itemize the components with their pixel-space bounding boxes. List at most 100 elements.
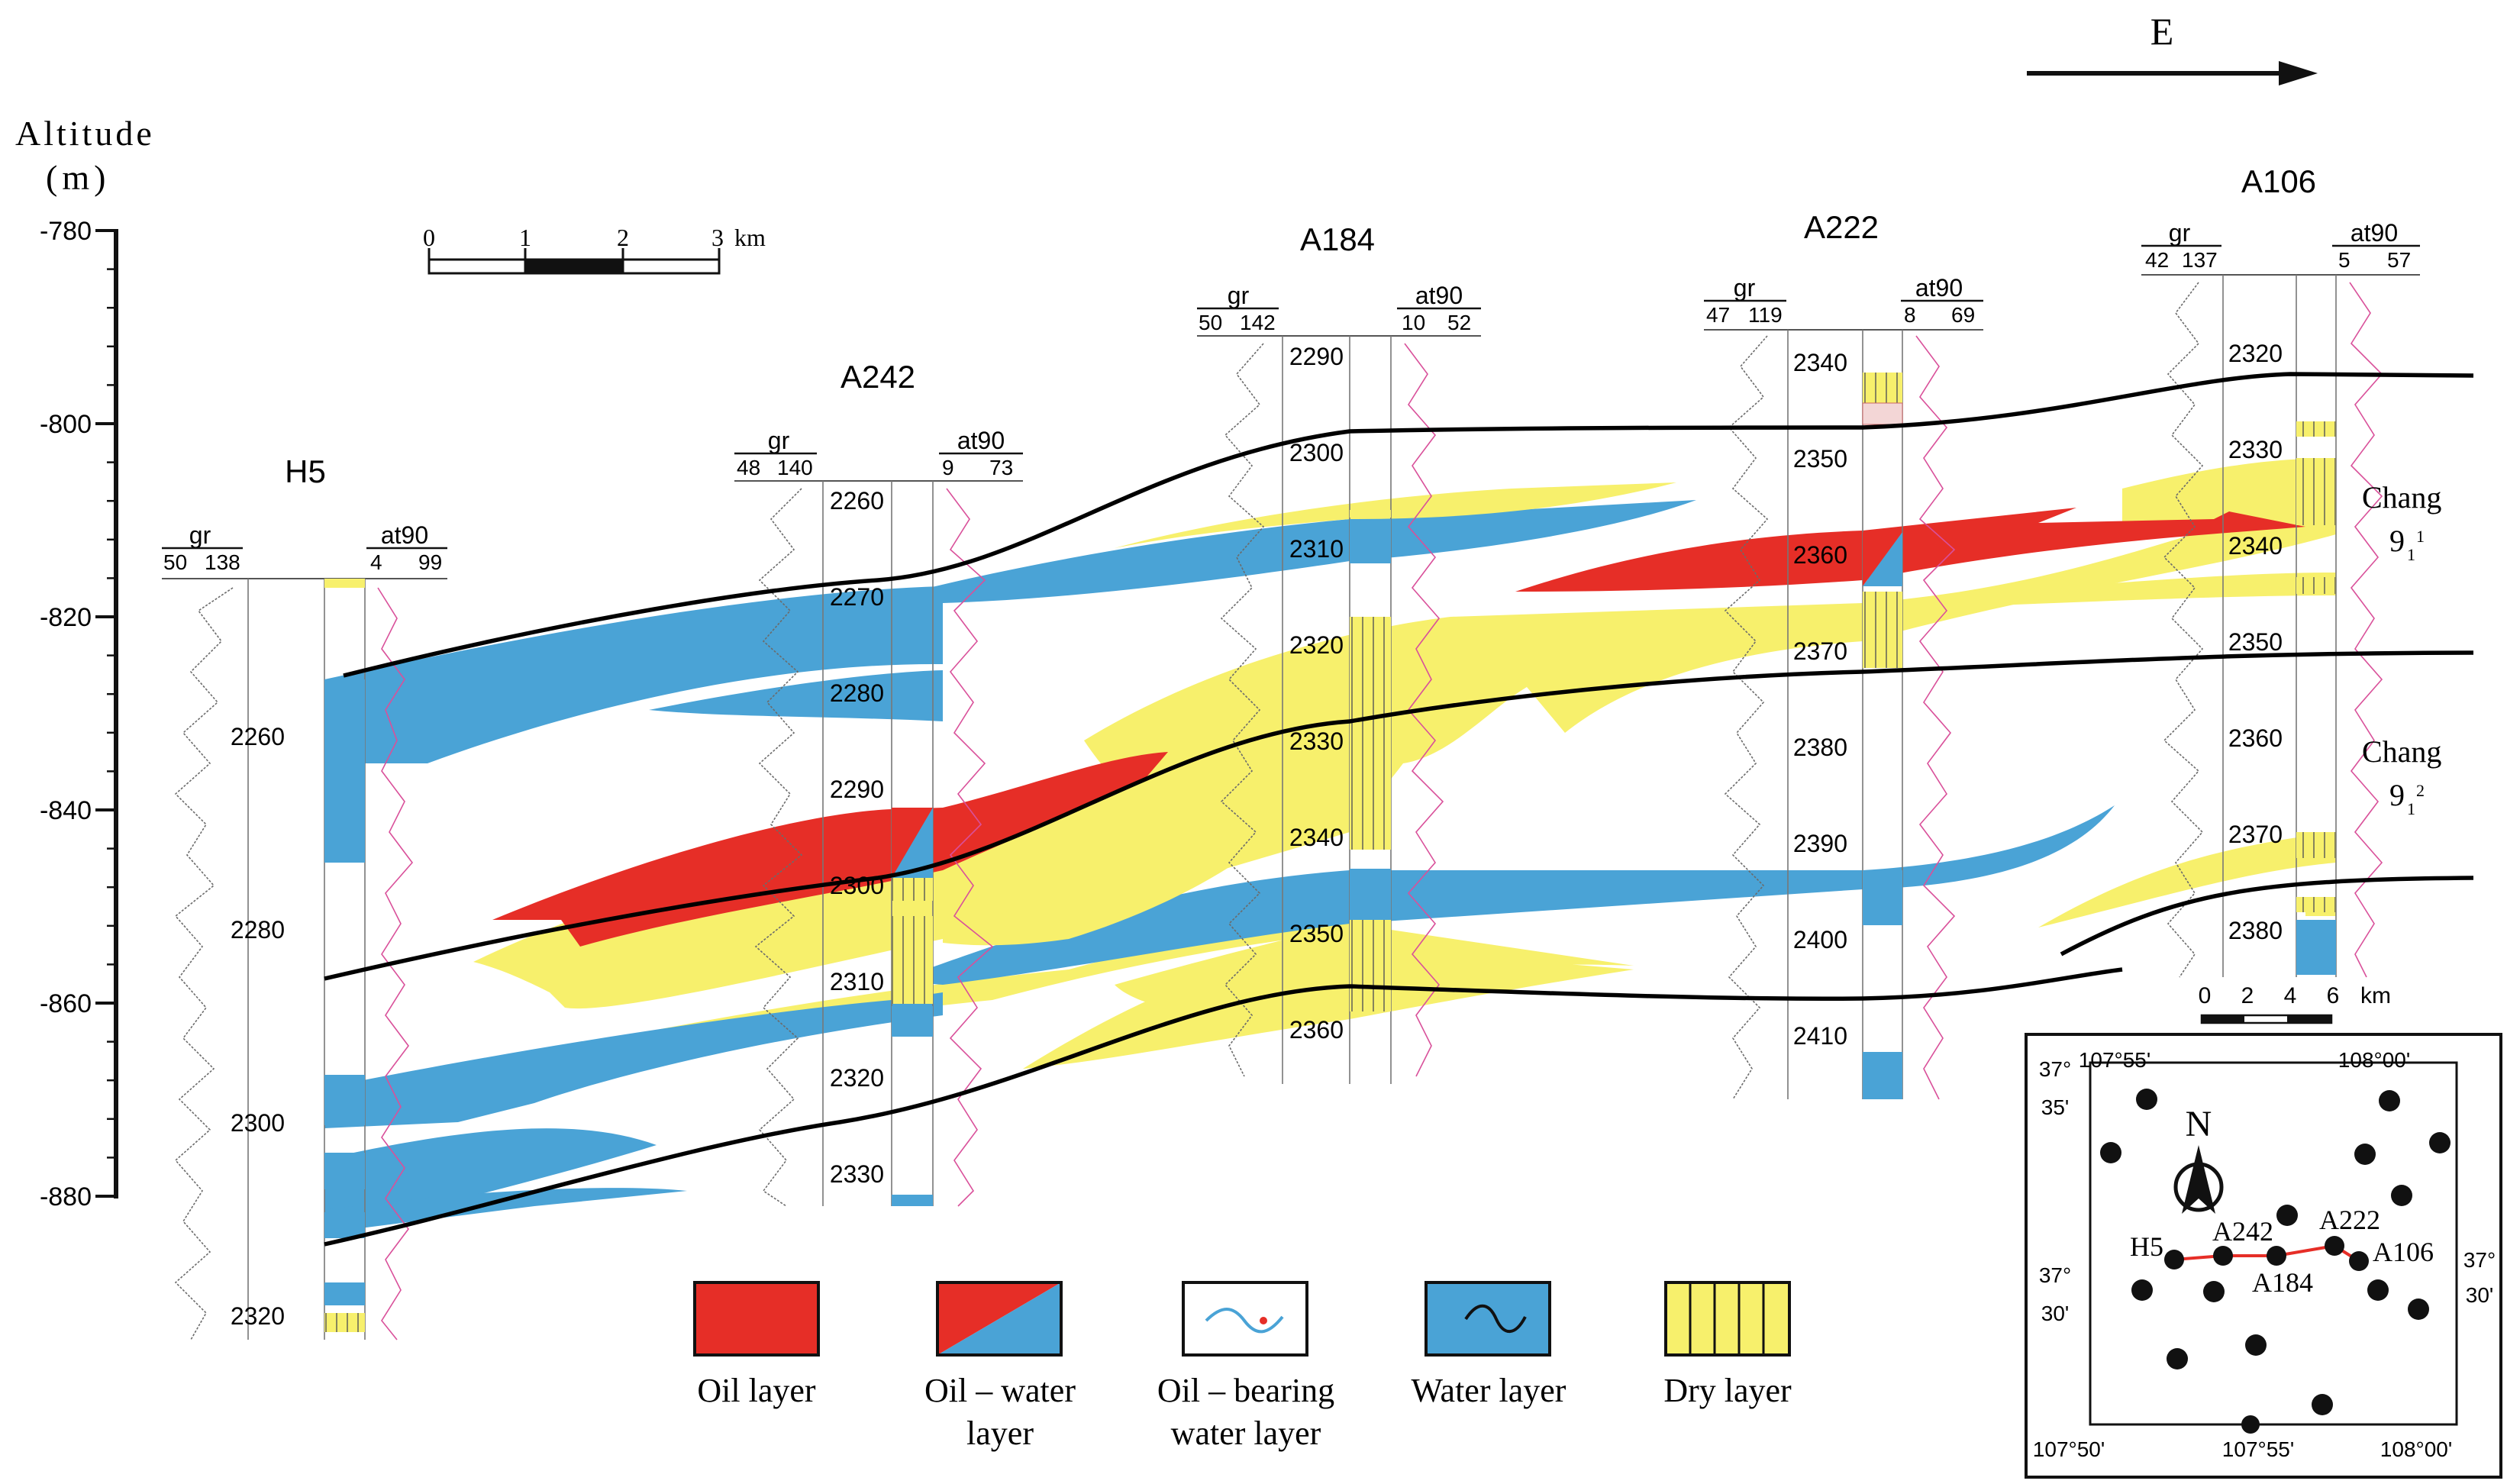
y-tick-label: -880 <box>40 1182 92 1211</box>
zone-number: 9 <box>2389 778 2405 812</box>
y-tick-label: -780 <box>40 217 92 246</box>
well-a106: A106 gr 42 137 at90 5 57 2320 2330 2340 … <box>2141 163 2420 978</box>
well-dot-icon <box>2391 1185 2412 1206</box>
wave-icon <box>1205 1308 1284 1334</box>
legend-label: Dry layer <box>1663 1372 1792 1409</box>
inset-map: 0 2 4 6 km 107°55' 108°00' 37° 35' 37° 3… <box>2025 983 2502 1479</box>
inset-lon-bottom: 107°55' <box>2222 1437 2294 1461</box>
well-dot-icon <box>2267 1246 2286 1266</box>
well-a184: A184 gr 50 142 at90 10 52 2290 2300 2310… <box>1197 221 1481 1084</box>
depth-label: 2280 <box>231 916 285 944</box>
depth-label: 2410 <box>1793 1022 1847 1050</box>
inset-well-label: A222 <box>2319 1205 2380 1235</box>
depth-label: 2300 <box>830 872 884 899</box>
depth-label: 2380 <box>2228 917 2283 944</box>
well-dot-icon <box>2241 1415 2260 1434</box>
at-max: 57 <box>2387 248 2411 272</box>
at-max: 69 <box>1951 303 1975 327</box>
water-layer-body <box>893 805 2115 985</box>
well-name: A184 <box>1300 221 1375 257</box>
y-axis-unit: (m) <box>46 158 110 197</box>
dry-layer-body <box>2122 458 2336 527</box>
wave-icon <box>1464 1304 1527 1334</box>
depth-label: 2370 <box>1793 637 1847 665</box>
well-dot-icon <box>2164 1250 2184 1269</box>
inset-scale-tick: 0 <box>2199 983 2212 1008</box>
inset-well-label: A184 <box>2252 1267 2313 1298</box>
y-axis-title: Altitude <box>15 114 155 153</box>
legend-label: Oil – bearing <box>1157 1372 1334 1409</box>
depth-label: 2360 <box>1793 541 1847 569</box>
depth-label: 2350 <box>1793 445 1847 473</box>
depth-label: 2280 <box>830 679 884 707</box>
dot-icon <box>1260 1317 1267 1324</box>
well-name: A106 <box>2241 163 2316 199</box>
water-layer-body <box>649 670 943 721</box>
zone-superscript: 2 <box>2416 781 2425 800</box>
well-dot-icon <box>2429 1132 2451 1153</box>
depth-label: 2360 <box>2228 724 2283 752</box>
depth-label: 2310 <box>1289 535 1344 563</box>
inset-scale-tick: 4 <box>2284 983 2297 1008</box>
inset-well-label: A106 <box>2373 1237 2434 1267</box>
legend-oilwater-swatch-water <box>937 1282 1061 1355</box>
scale-tick-label: 0 <box>423 224 435 251</box>
well-h5: H5 gr 50 138 at90 4 99 2260 2280 2300 <box>162 453 447 1340</box>
depth-label: 2330 <box>1289 727 1344 755</box>
legend-label-line2: layer <box>966 1415 1034 1452</box>
gr-min: 50 <box>1199 311 1222 334</box>
scale-tick-label: 1 <box>519 224 531 251</box>
inset-scale-tick: 6 <box>2327 983 2340 1008</box>
lower-boundary <box>2060 876 2474 957</box>
inset-lat-min: 30' <box>2041 1302 2070 1325</box>
well-dot-icon <box>2213 1246 2233 1266</box>
inset-lon-bottom: 108°00' <box>2380 1437 2452 1461</box>
well-dot-icon <box>2349 1251 2369 1271</box>
gr-label: gr <box>189 521 211 549</box>
well-dot-icon <box>2203 1281 2225 1302</box>
main-scale-bar: 0 1 2 3 km <box>423 224 766 275</box>
at-label: at90 <box>2351 219 2398 247</box>
depth-label: 2330 <box>830 1160 884 1188</box>
at-label: at90 <box>1415 282 1463 309</box>
depth-label: 2340 <box>2228 532 2283 560</box>
depth-label: 2320 <box>830 1064 884 1092</box>
well-dot-icon <box>2354 1144 2376 1165</box>
inset-lon-top: 108°00' <box>2338 1048 2410 1072</box>
gr-max: 137 <box>2182 248 2218 272</box>
well-dot-icon <box>2100 1142 2121 1163</box>
inset-lat-min: 35' <box>2041 1095 2070 1119</box>
legend-label-line2: water layer <box>1171 1415 1321 1452</box>
y-axis: Altitude (m) -780 -800 -820 -840 -860 -8… <box>15 114 155 1211</box>
dry-layer-body <box>1863 573 2336 611</box>
inset-lat-deg: 37° <box>2463 1248 2496 1272</box>
depth-label: 2330 <box>2228 436 2283 463</box>
depth-label: 2300 <box>1289 439 1344 466</box>
gr-min: 42 <box>2145 248 2169 272</box>
gr-label: gr <box>1228 282 1250 309</box>
well-name: A222 <box>1804 209 1879 245</box>
inset-well-label: A242 <box>2212 1216 2273 1247</box>
inset-scale-tick: 2 <box>2241 983 2254 1008</box>
depth-label: 2270 <box>830 583 884 611</box>
legend-label: Oil layer <box>697 1372 816 1409</box>
oil-layer-body <box>1515 508 2305 592</box>
well-dot-icon <box>2131 1279 2153 1301</box>
depth-label: 2350 <box>1289 920 1344 947</box>
gr-min: 48 <box>737 456 760 479</box>
zone-subscript: 1 <box>2407 545 2415 564</box>
direction-label: E <box>2150 10 2174 53</box>
well-dot-icon <box>2276 1205 2298 1226</box>
legend-oil-swatch <box>693 1281 820 1357</box>
inset-lat-min: 30' <box>2466 1283 2494 1307</box>
at-min: 9 <box>942 456 954 479</box>
scale-tick-label: 3 <box>711 224 724 251</box>
scale-tick-label: 2 <box>617 224 629 251</box>
depth-label: 2390 <box>1793 830 1847 857</box>
well-dot-icon <box>2245 1334 2267 1356</box>
depth-label: 2360 <box>1289 1016 1344 1044</box>
zone-subscript: 1 <box>2407 799 2415 818</box>
y-axis-minor-ticks <box>107 268 116 1159</box>
y-tick-label: -860 <box>40 989 92 1018</box>
